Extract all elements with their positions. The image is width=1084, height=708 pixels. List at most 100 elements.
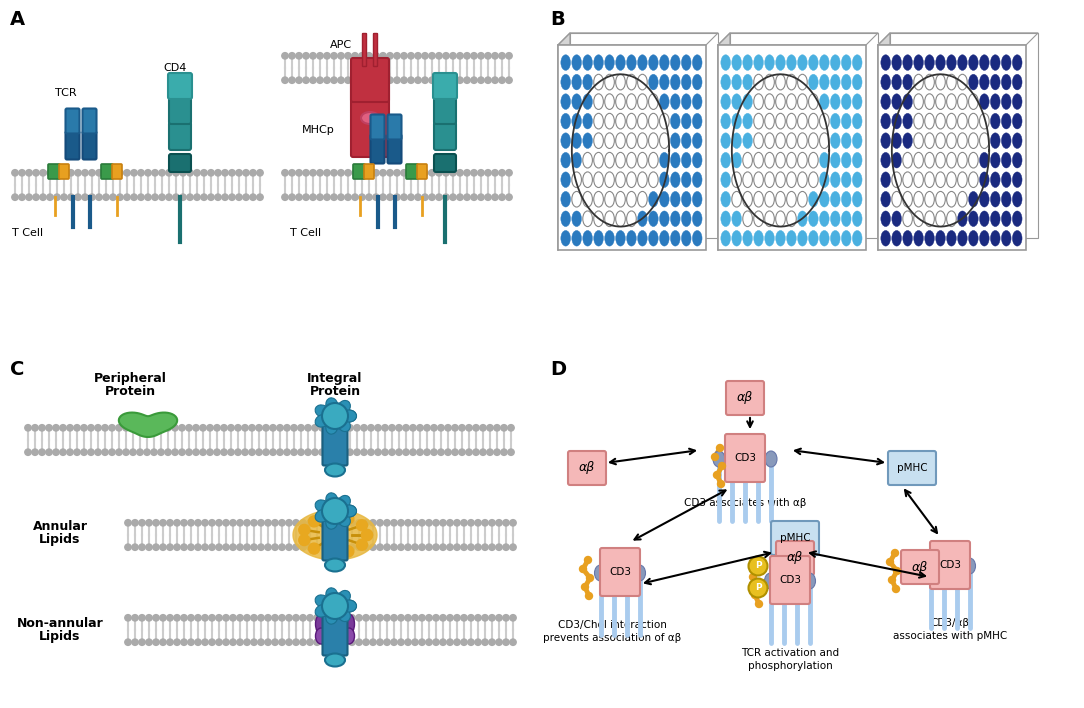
Circle shape: [456, 170, 463, 176]
Ellipse shape: [693, 211, 702, 227]
Circle shape: [94, 425, 101, 431]
Ellipse shape: [892, 152, 902, 168]
Circle shape: [370, 520, 376, 526]
Circle shape: [466, 425, 473, 431]
Circle shape: [215, 170, 221, 176]
Ellipse shape: [914, 113, 924, 129]
Circle shape: [300, 544, 306, 550]
Ellipse shape: [732, 113, 741, 129]
Circle shape: [130, 425, 137, 431]
Ellipse shape: [753, 55, 763, 70]
Ellipse shape: [743, 113, 752, 129]
Ellipse shape: [764, 172, 774, 188]
Circle shape: [464, 170, 470, 176]
Circle shape: [256, 449, 262, 455]
Circle shape: [424, 425, 430, 431]
Circle shape: [313, 615, 320, 621]
Ellipse shape: [732, 55, 741, 70]
Ellipse shape: [648, 231, 658, 246]
Ellipse shape: [315, 510, 330, 522]
Ellipse shape: [914, 93, 924, 110]
Circle shape: [286, 615, 293, 621]
Circle shape: [586, 574, 594, 581]
Circle shape: [331, 194, 337, 200]
Ellipse shape: [809, 152, 818, 168]
Circle shape: [892, 586, 900, 593]
Circle shape: [357, 539, 367, 550]
Ellipse shape: [892, 231, 902, 246]
Ellipse shape: [935, 172, 945, 188]
Circle shape: [370, 639, 376, 646]
Ellipse shape: [560, 211, 570, 227]
Circle shape: [485, 52, 491, 59]
Ellipse shape: [627, 172, 636, 188]
Circle shape: [422, 52, 428, 59]
Circle shape: [422, 77, 428, 84]
Ellipse shape: [326, 588, 338, 603]
Circle shape: [167, 639, 173, 646]
Circle shape: [293, 544, 299, 550]
Ellipse shape: [341, 600, 357, 612]
Circle shape: [222, 170, 229, 176]
Circle shape: [363, 544, 370, 550]
Ellipse shape: [605, 172, 615, 188]
Ellipse shape: [627, 231, 636, 246]
Ellipse shape: [798, 55, 808, 70]
Ellipse shape: [969, 93, 978, 110]
Circle shape: [436, 170, 442, 176]
Circle shape: [887, 559, 893, 566]
Ellipse shape: [914, 74, 924, 90]
Ellipse shape: [361, 112, 379, 124]
Circle shape: [81, 170, 88, 176]
Ellipse shape: [605, 113, 615, 129]
Ellipse shape: [903, 231, 913, 246]
Circle shape: [363, 639, 370, 646]
Ellipse shape: [721, 172, 731, 188]
Text: phosphorylation: phosphorylation: [748, 661, 833, 671]
Circle shape: [284, 425, 291, 431]
Circle shape: [412, 520, 418, 526]
Circle shape: [249, 170, 256, 176]
Ellipse shape: [572, 152, 581, 168]
Ellipse shape: [798, 93, 808, 110]
Circle shape: [363, 520, 370, 526]
Circle shape: [307, 520, 313, 526]
Circle shape: [282, 170, 288, 176]
Ellipse shape: [914, 231, 924, 246]
Circle shape: [264, 544, 271, 550]
Text: Lipids: Lipids: [39, 630, 80, 643]
Circle shape: [481, 615, 488, 621]
Ellipse shape: [946, 172, 956, 188]
Ellipse shape: [881, 74, 890, 90]
Ellipse shape: [659, 231, 669, 246]
Circle shape: [139, 544, 145, 550]
Circle shape: [158, 194, 165, 200]
Ellipse shape: [732, 133, 741, 149]
Circle shape: [166, 194, 172, 200]
Ellipse shape: [682, 172, 692, 188]
Ellipse shape: [659, 113, 669, 129]
Ellipse shape: [648, 55, 658, 70]
Circle shape: [202, 639, 208, 646]
Ellipse shape: [1012, 133, 1022, 149]
Circle shape: [46, 425, 52, 431]
Bar: [878, 45, 1025, 250]
Ellipse shape: [980, 93, 990, 110]
Ellipse shape: [1002, 191, 1011, 207]
Circle shape: [46, 449, 52, 455]
Ellipse shape: [659, 191, 669, 207]
Circle shape: [382, 449, 388, 455]
Circle shape: [312, 449, 319, 455]
Circle shape: [317, 77, 323, 84]
Circle shape: [61, 194, 67, 200]
Circle shape: [581, 583, 589, 590]
Circle shape: [430, 425, 437, 431]
Ellipse shape: [925, 172, 934, 188]
Circle shape: [356, 615, 362, 621]
Ellipse shape: [946, 55, 956, 70]
Circle shape: [74, 449, 80, 455]
Circle shape: [230, 615, 236, 621]
Ellipse shape: [980, 74, 990, 90]
Ellipse shape: [946, 211, 956, 227]
Ellipse shape: [753, 172, 763, 188]
